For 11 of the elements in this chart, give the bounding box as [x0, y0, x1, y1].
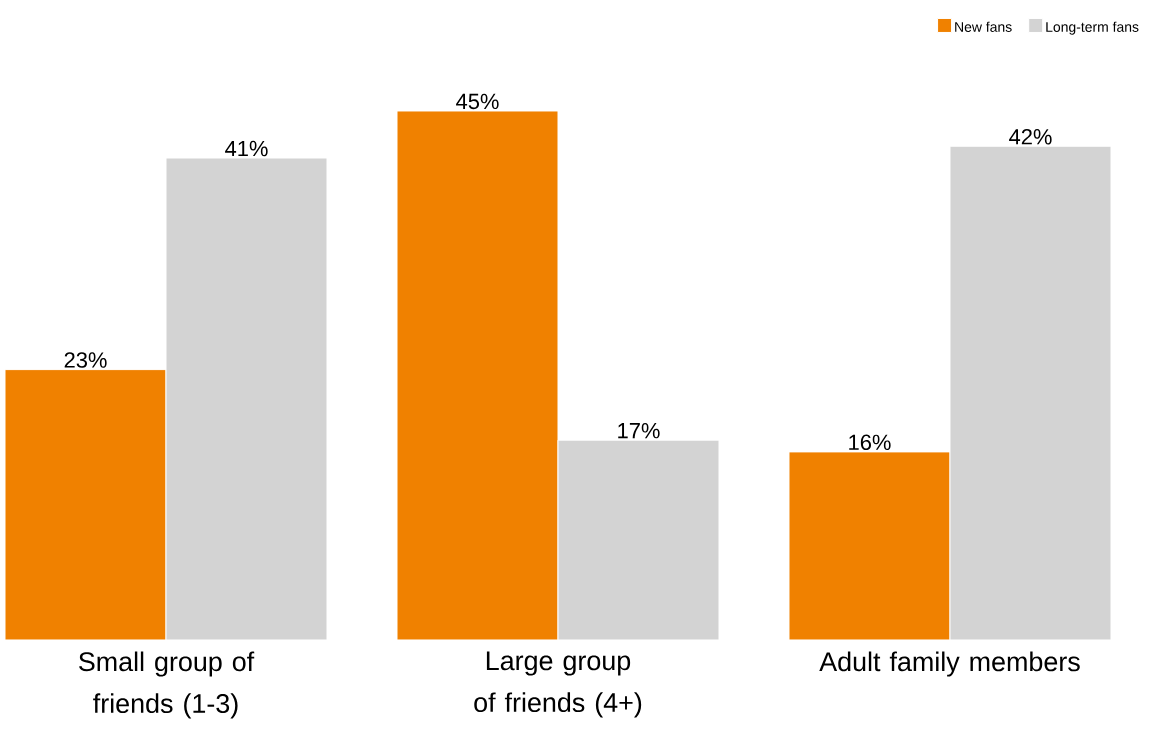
x-tick-label: Adult family members: [819, 651, 1080, 677]
data-label: 42%: [1009, 128, 1052, 145]
x-tick-label: Large group of friends (4+): [474, 651, 642, 718]
data-label: 23%: [64, 352, 107, 368]
data-label: 41%: [225, 140, 268, 157]
x-tick-label: Small group of friends (1-3): [79, 651, 255, 719]
legend-label: Long-term fans: [1046, 21, 1139, 35]
data-label: 17%: [618, 422, 660, 439]
data-label: 16%: [849, 434, 891, 451]
data-label: 45%: [456, 93, 499, 110]
legend-label: New fans: [955, 21, 1012, 32]
